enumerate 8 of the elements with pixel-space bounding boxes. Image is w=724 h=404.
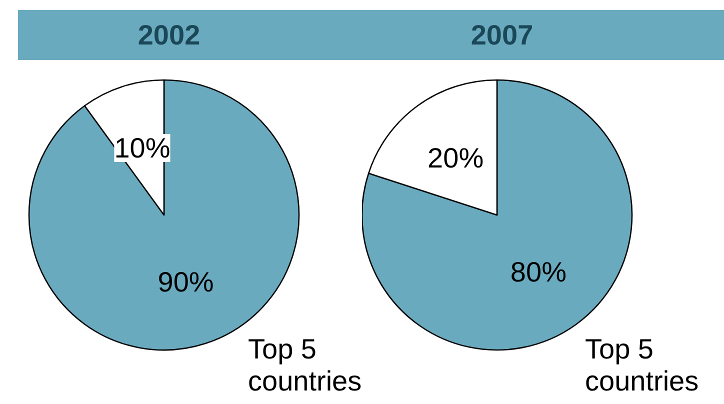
data-label: 90%: [158, 266, 214, 298]
data-label: 80%: [510, 256, 566, 288]
chart-title: 2002: [138, 20, 200, 50]
chart-title: 2007: [470, 20, 534, 50]
data-label: 20%: [428, 142, 484, 174]
data-label: 10%: [114, 132, 170, 164]
slice-label: Top 5 countries: [585, 334, 699, 396]
slice-label: Top 5 countries: [248, 334, 362, 396]
